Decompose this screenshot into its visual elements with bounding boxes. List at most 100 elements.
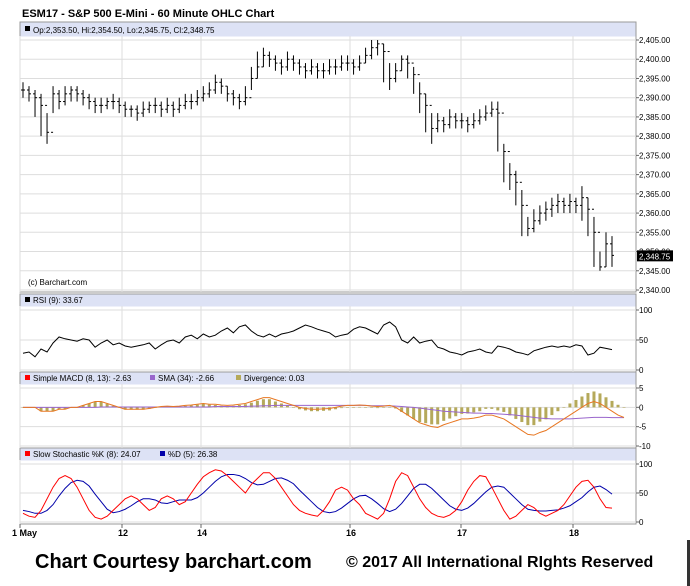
- divergence-bar: [388, 406, 392, 408]
- panel-0-frame: [19, 21, 637, 293]
- divergence-bar: [514, 407, 518, 419]
- xtick-label: 12: [118, 528, 128, 538]
- divergence-bar: [538, 407, 542, 422]
- divergence-bar: [45, 407, 49, 412]
- ytick-label: 2,390.00: [639, 94, 671, 103]
- divergence-bar: [478, 407, 482, 412]
- divergence-bar: [610, 400, 614, 408]
- divergence-bar: [189, 405, 193, 408]
- divergence-bar: [87, 403, 91, 408]
- chart-title: ESM17 - S&P 500 E-Mini - 60 Minute OHLC …: [22, 8, 275, 20]
- ytick-label: 5: [639, 384, 644, 393]
- divergence-bar: [412, 407, 416, 419]
- chart-canvas: 2,340.002,345.002,350.002,355.002,360.00…: [12, 21, 673, 538]
- ytick-label: 2,395.00: [639, 74, 671, 83]
- divergence-bar: [291, 407, 295, 408]
- divergence-bar: [406, 407, 410, 416]
- divergence-bar: [243, 404, 247, 408]
- divergence-bar: [598, 393, 602, 408]
- divergence-bar: [448, 407, 452, 419]
- stoch-d-line: [22, 473, 613, 514]
- ytick-label: 2,365.00: [639, 190, 671, 199]
- panel-1-frame: [19, 293, 637, 373]
- divergence-bar: [502, 407, 506, 412]
- ytick-label: -5: [639, 423, 647, 432]
- legend-square: [25, 26, 30, 31]
- footer-copyright: © 2017 All International RIghts Reserved: [346, 554, 654, 571]
- ytick-label: 2,355.00: [639, 228, 671, 237]
- divergence-bar: [195, 404, 199, 408]
- panel-3-frame: [19, 447, 637, 525]
- ytick-label: 2,370.00: [639, 171, 671, 180]
- divergence-bar: [424, 407, 428, 424]
- ytick-label: 0: [639, 518, 644, 527]
- divergence-bar: [472, 407, 476, 413]
- legend-square: [25, 451, 30, 456]
- divergence-bar: [508, 407, 512, 416]
- divergence-bar: [400, 407, 404, 412]
- divergence-bar: [57, 407, 61, 410]
- divergence-bar: [93, 401, 97, 408]
- divergence-bar: [382, 407, 386, 408]
- divergence-bar: [129, 407, 133, 410]
- panel-1-header: [20, 294, 636, 307]
- ytick-label: 50: [639, 489, 648, 498]
- divergence-bar: [364, 407, 368, 408]
- sma-legend: SMA (34): -2.66: [158, 374, 215, 383]
- divergence-bar: [123, 407, 127, 410]
- ytick-label: 2,375.00: [639, 151, 671, 160]
- divergence-bar: [261, 399, 265, 408]
- divergence-bar: [544, 407, 548, 420]
- divergence-bar: [532, 407, 536, 426]
- divergence-bar: [39, 407, 43, 412]
- ytick-label: 2,400.00: [639, 55, 671, 64]
- divergence-bar: [267, 399, 271, 408]
- stoch-k-line: [22, 469, 613, 520]
- divergence-bar: [430, 407, 434, 425]
- legend-square: [150, 375, 155, 380]
- rsi-legend: RSI (9): 33.67: [33, 296, 83, 305]
- divergence-bar: [442, 407, 446, 421]
- sma-line: [23, 404, 625, 420]
- divergence-bar: [616, 404, 620, 408]
- ytick-label: 100: [639, 460, 653, 469]
- panel-2-header: [20, 372, 636, 385]
- ohlc-legend: Op:2,353.50, Hi:2,354.50, Lo:2,345.75, C…: [33, 26, 215, 35]
- divergence-bar: [297, 407, 301, 410]
- divergence-bar: [249, 402, 253, 408]
- macd-line: [23, 397, 625, 436]
- divergence-bar: [550, 407, 554, 416]
- divergence-bar: [201, 403, 205, 408]
- frame-edge: [687, 540, 690, 586]
- panel-0-header: [20, 22, 636, 37]
- divergence-bar: [556, 407, 560, 412]
- xtick-label: 18: [569, 528, 579, 538]
- ytick-label: -10: [639, 442, 651, 451]
- ytick-label: 2,385.00: [639, 113, 671, 122]
- divergence-bar: [562, 407, 566, 408]
- divergence-bar: [586, 393, 590, 408]
- divergence-bar: [580, 396, 584, 408]
- divergence-bar: [418, 407, 422, 423]
- ytick-label: 0: [639, 366, 644, 375]
- divergence-bar: [255, 400, 259, 408]
- divergence-bar: [622, 407, 626, 408]
- divergence-bar: [592, 391, 596, 408]
- divergence-bar: [568, 403, 572, 408]
- rsi-line: [22, 321, 613, 358]
- legend-square: [160, 451, 165, 456]
- divergence-bar: [358, 406, 362, 408]
- legend-square: [25, 375, 30, 380]
- divergence-bar: [285, 405, 289, 408]
- ytick-label: 2,360.00: [639, 209, 671, 218]
- ytick-label: 2,345.00: [639, 267, 671, 276]
- divergence-bar: [460, 407, 464, 414]
- last-price-label: 2,348.75: [639, 252, 671, 261]
- divergence-bar: [574, 399, 578, 408]
- divergence-legend: Divergence: 0.03: [244, 374, 305, 383]
- ytick-label: 2,405.00: [639, 36, 671, 45]
- footer: Chart Courtesy barchart.com © 2017 All I…: [0, 551, 690, 575]
- last-price-box: [637, 250, 673, 262]
- divergence-bar: [141, 407, 145, 410]
- divergence-bar: [135, 407, 139, 410]
